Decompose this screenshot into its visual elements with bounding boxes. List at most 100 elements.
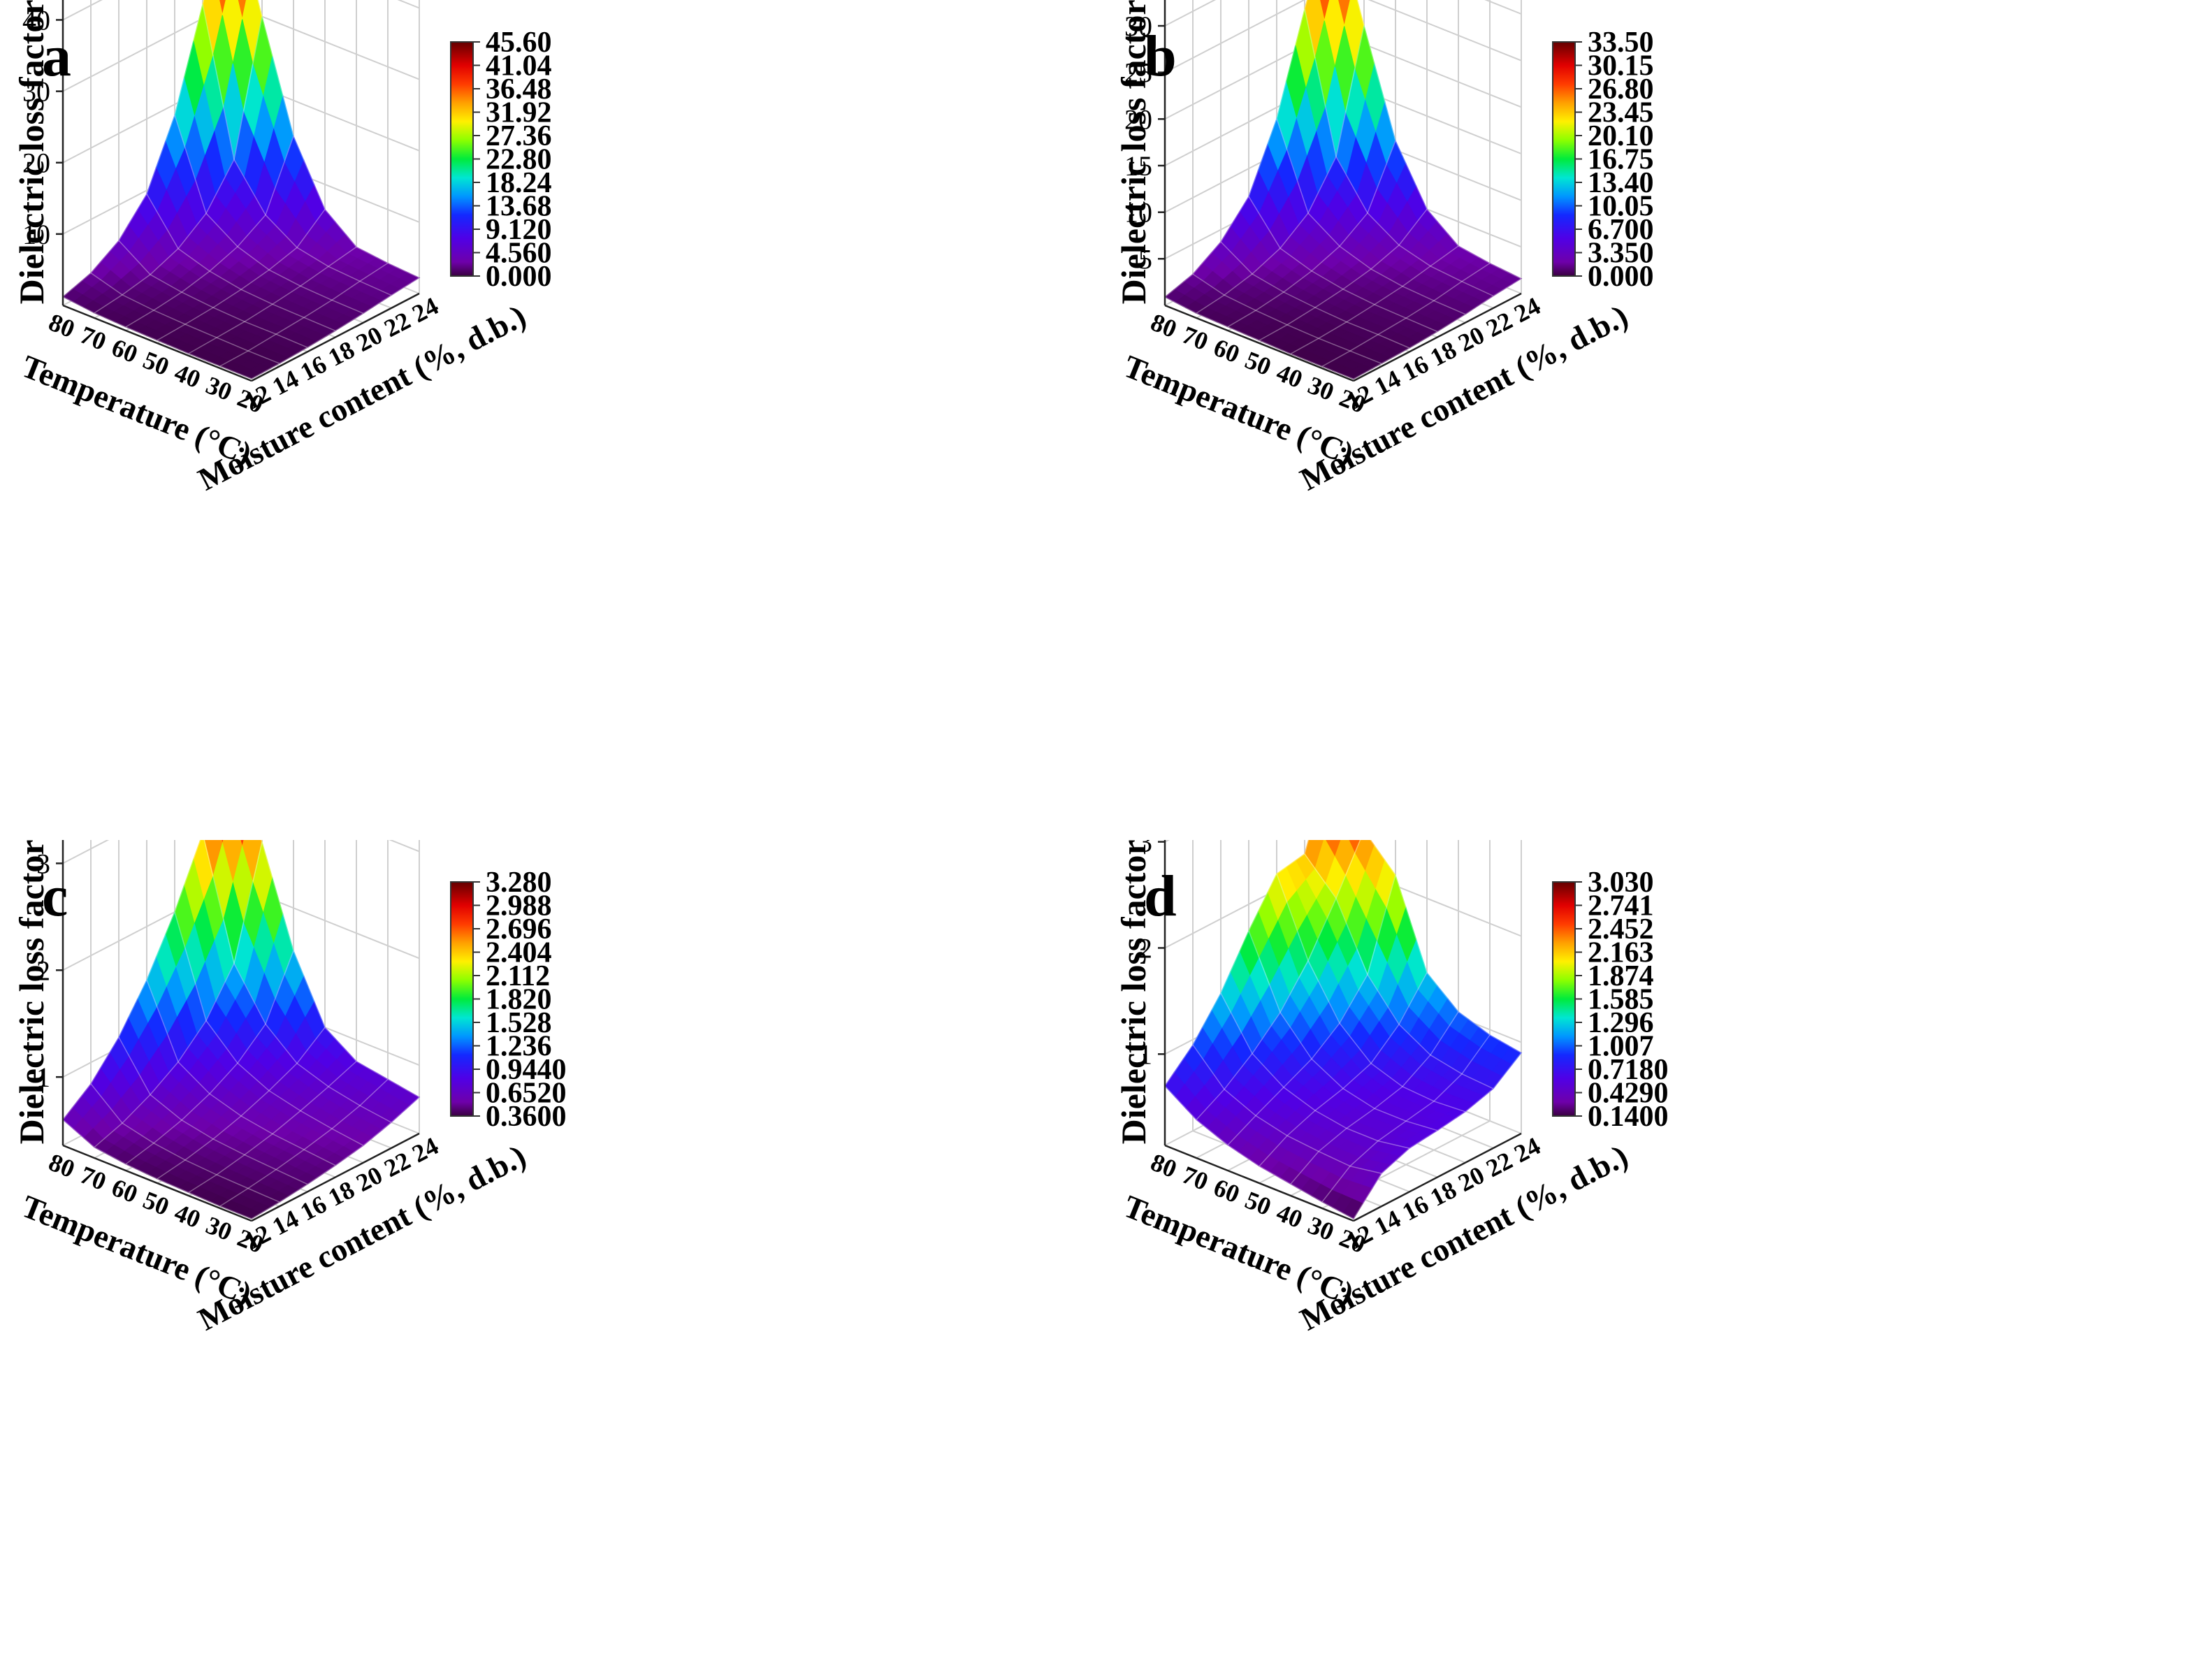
colorbar-tick-label: 1.296 [1588,1007,1654,1039]
temperature-tick-label: 40 [1273,1199,1306,1234]
surface-mesh [61,0,421,379]
panel-label: d [1144,864,1177,929]
colorbar-tick-label: 41.04 [486,50,552,82]
colorbar-tick-label: 9.120 [486,214,552,246]
colorbar-tick-label: 10.05 [1588,191,1654,223]
temperature-tick-label: 50 [139,346,173,382]
z-tick-label: 1 [36,1062,50,1093]
colorbar-tick-label: 0.6520 [486,1078,567,1110]
colorbar-gradient [1552,41,1576,277]
z-tick-label: 2 [1138,932,1152,964]
z-axis-title: Dielectric loss factor ε'' [1114,840,1153,1144]
temperature-tick-label: 60 [108,1173,141,1209]
temperature-tick-label: 40 [171,1199,204,1234]
panel-a: 10 20 30 40 80 70 60 50 40 30 20 12 14 16 18 20 22 24 Temp… [0,0,1102,840]
colorbar-tick-label: 13.40 [1588,167,1654,199]
colorbar-tick-label: 1.820 [486,984,552,1016]
z-tick-label: 1 [1138,1038,1152,1070]
colorbar-tick-label: 4.560 [486,238,552,270]
temperature-tick-label: 70 [76,321,110,356]
z-tick-label: 3 [1138,840,1152,858]
colorbar-tick-label: 33.50 [1588,27,1654,59]
colorbar-tick-label: 31.92 [486,97,552,129]
z-tick-label: 15 [1124,150,1152,182]
surface-chart-a: 102030408070605040302012141618202224Temp… [12,0,552,498]
colorbar-tick-label: 13.68 [486,191,552,223]
colorbar-tick-label: 0.000 [1588,261,1654,293]
colorbar: 0.0004.5609.12013.6818.2422.8027.3631.92… [450,27,552,293]
z-tick-label: 5 [1138,243,1152,275]
temperature-tick-label: 70 [1178,1161,1212,1196]
colorbar-tick-label: 2.988 [486,890,552,922]
temperature-tick-label: 50 [1241,346,1275,382]
colorbar-tick-label: 2.696 [486,913,552,946]
colorbar-tick-label: 26.80 [1588,73,1654,106]
temperature-tick-label: 80 [45,1148,78,1184]
surface-chart-c: 1238070605040302012141618202224Temperatu… [12,840,567,1338]
colorbar-tick-label: 30.15 [1588,50,1654,82]
temperature-tick-label: 30 [202,1211,235,1247]
surface-mesh [62,840,421,1219]
colorbar-tick-label: 2.163 [1588,937,1654,969]
surface-chart-d: 1238070605040302012141618202224Temperatu… [1114,840,1669,1338]
panel-label: c [42,864,68,929]
colorbar-tick-label: 2.452 [1588,913,1654,946]
surface-chart-b: 5101520253035807060504030201214161820222… [1114,0,1654,498]
colorbar-tick-label: 20.10 [1588,120,1654,152]
colorbar-tick-label: 6.700 [1588,214,1654,246]
z-tick-label: 25 [1124,57,1152,89]
z-tick-label: 30 [1124,10,1152,42]
z-tick-label: 2 [36,955,50,986]
colorbar-tick-label: 23.45 [1588,97,1654,129]
colorbar-tick-label: 2.404 [486,937,552,969]
colorbar-tick-label: 3.280 [486,867,552,899]
temperature-tick-label: 80 [1147,308,1180,344]
colorbar-tick-label: 18.24 [486,167,552,199]
colorbar-gradient [1552,881,1576,1117]
colorbar-tick-label: 3.030 [1588,867,1654,899]
colorbar-tick-label: 0.3600 [486,1101,567,1133]
colorbar-tick-label: 1.874 [1588,960,1654,992]
temperature-tick-label: 60 [1210,333,1243,369]
colorbar-tick-label: 22.80 [486,144,552,176]
colorbar: 0.14000.42900.71801.0071.2961.5851.8742.… [1552,867,1669,1133]
z-axis-title: Dielectric loss factor ε'' [1114,0,1153,304]
colorbar-tick-label: 45.60 [486,27,552,59]
panel-d: 1 2 3 80 70 60 50 40 30 20 12 14 16 18 20 22 24 Temperatu… [1102,840,2204,1680]
temperature-tick-label: 50 [1241,1186,1275,1222]
temperature-tick-label: 60 [108,333,141,369]
colorbar-gradient [450,881,474,1117]
z-tick-label: 40 [22,4,50,36]
temperature-tick-label: 30 [1304,1211,1337,1247]
panel-label: b [1144,24,1177,89]
colorbar-tick-label: 16.75 [1588,144,1654,176]
temperature-tick-label: 70 [76,1161,110,1196]
temperature-tick-label: 40 [171,359,204,394]
surface-mesh [1163,0,1523,379]
panel-b: 5101520253035807060504030201214161820222… [1102,0,2204,840]
z-tick-label: 10 [22,219,50,250]
z-tick-label: 20 [1124,103,1152,135]
colorbar-tick-label: 36.48 [486,73,552,106]
colorbar-tick-label: 0.1400 [1588,1101,1669,1133]
temperature-tick-label: 70 [1178,321,1212,356]
z-tick-label: 3 [36,848,50,879]
colorbar-tick-label: 27.36 [486,120,552,152]
colorbar-tick-label: 0.4290 [1588,1078,1669,1110]
colorbar-tick-label: 2.741 [1588,890,1654,922]
surface-mesh [1164,840,1522,1219]
temperature-tick-label: 30 [1304,371,1337,407]
z-tick-label: 30 [22,76,50,108]
colorbar-tick-label: 1.585 [1588,984,1654,1016]
colorbar-tick-label: 3.350 [1588,238,1654,270]
temperature-tick-label: 60 [1210,1173,1243,1209]
z-axis-title: Dielectric loss factor ε'' [12,0,51,304]
temperature-tick-label: 50 [139,1186,173,1222]
colorbar-tick-label: 1.007 [1588,1031,1654,1063]
colorbar-tick-label: 0.000 [486,261,552,293]
colorbar-tick-label: 2.112 [486,960,550,992]
z-tick-label: 10 [1124,197,1152,229]
colorbar-gradient [450,41,474,277]
temperature-tick-label: 80 [1147,1148,1180,1184]
